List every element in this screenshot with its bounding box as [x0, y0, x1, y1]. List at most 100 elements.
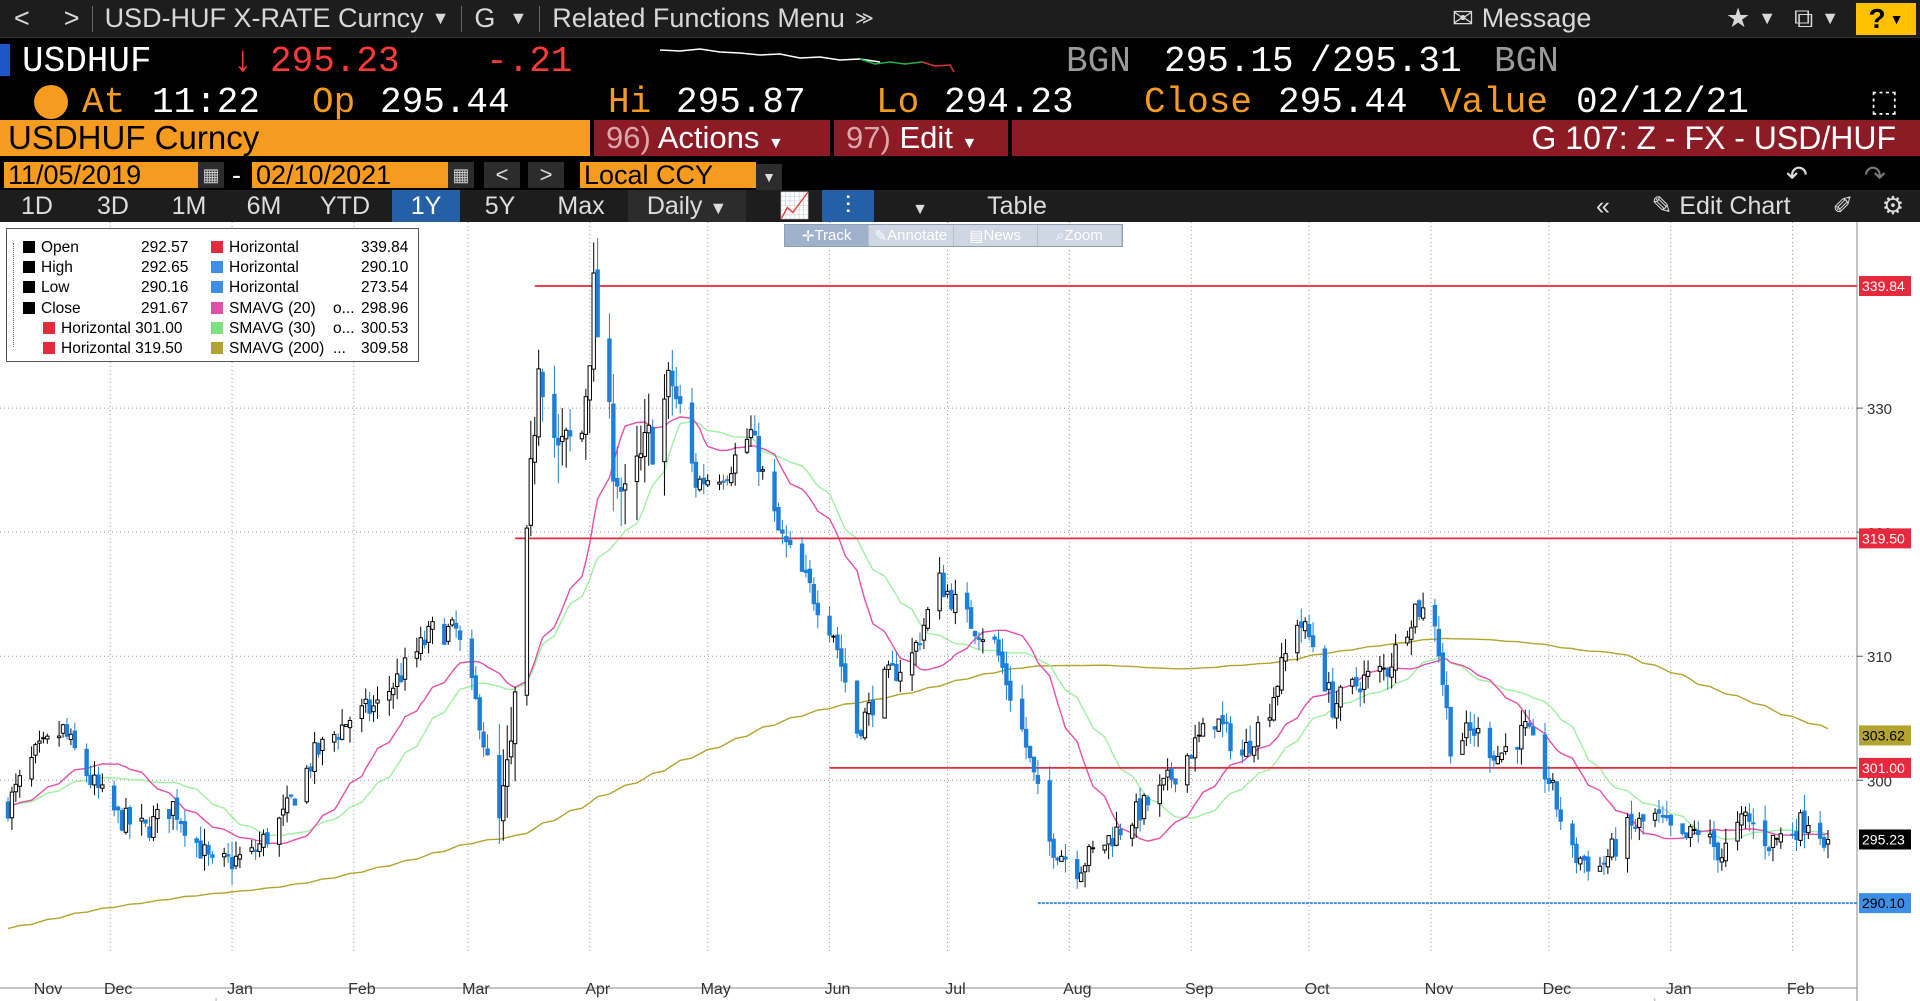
- calendar-icon[interactable]: ▦: [198, 162, 224, 188]
- timeframe-ytd-button[interactable]: YTD: [320, 192, 370, 220]
- candle-body: [375, 699, 380, 704]
- candle: [744, 428, 750, 455]
- candle: [1464, 710, 1469, 746]
- candle-body: [1075, 859, 1080, 880]
- candle: [1821, 833, 1827, 852]
- horizontal-value-label: 339.84: [1862, 278, 1905, 294]
- end-date-field[interactable]: 02/10/2021: [252, 162, 448, 189]
- edit-menu[interactable]: 97) Edit ▼: [834, 120, 1008, 156]
- candle: [60, 723, 66, 738]
- chart-edit-icon[interactable]: ✐: [1832, 192, 1854, 220]
- candle-body: [780, 529, 785, 534]
- candle: [733, 442, 738, 486]
- candle: [1283, 639, 1288, 672]
- sparkline-up-segment: [660, 48, 881, 63]
- candle-body: [607, 338, 612, 403]
- timeframe-1y-button[interactable]: 1Y: [392, 190, 460, 222]
- timeframe-1m-button[interactable]: 1M: [171, 192, 207, 220]
- candle-body: [422, 639, 427, 646]
- candle: [1586, 850, 1591, 881]
- candle-body: [1267, 717, 1273, 721]
- caret-down-icon[interactable]: ▼: [756, 164, 782, 190]
- candle: [886, 660, 891, 678]
- candle-body: [1413, 603, 1418, 628]
- actions-menu[interactable]: 96) Actions ▼: [594, 120, 830, 156]
- timeframe-max-button[interactable]: Max: [557, 192, 605, 220]
- tool-track-button[interactable]: ✛ Track: [785, 225, 870, 246]
- candle-body: [115, 806, 121, 811]
- timeframe-5y-button[interactable]: 5Y: [484, 192, 516, 220]
- tool-news-button[interactable]: ▤ News: [954, 225, 1038, 246]
- edit-chart-button[interactable]: ✎ Edit Chart: [1636, 190, 1806, 222]
- sparkline-red-segment: [921, 61, 955, 73]
- candle-body: [1696, 830, 1701, 836]
- candle: [1487, 721, 1493, 773]
- candle-body: [1586, 856, 1591, 872]
- candle: [1503, 733, 1508, 755]
- candle-body: [64, 724, 70, 737]
- currency-dropdown[interactable]: Local CCY: [580, 162, 756, 189]
- candle-body: [642, 432, 648, 457]
- candle: [524, 525, 530, 706]
- timeframe-3d-button[interactable]: 3D: [97, 192, 129, 220]
- redo-icon[interactable]: ↷: [1864, 160, 1886, 190]
- previous-period-button[interactable]: <: [484, 162, 520, 188]
- collapse-double-chevron-icon[interactable]: «: [1596, 192, 1610, 220]
- caret-down-icon: ▼: [1889, 11, 1904, 27]
- table-button[interactable]: Table: [962, 190, 1072, 222]
- security-name[interactable]: USDHUF Curncy: [0, 120, 590, 156]
- calendar-icon[interactable]: ▦: [448, 162, 474, 188]
- screenshot-icon[interactable]: ⬚: [1870, 87, 1899, 121]
- candle: [1574, 837, 1579, 874]
- candle-body: [1747, 813, 1752, 822]
- candle: [229, 841, 235, 885]
- candle-body: [752, 430, 758, 436]
- undo-icon[interactable]: ↶: [1786, 160, 1808, 190]
- candle: [1806, 816, 1811, 840]
- start-date-field[interactable]: 11/05/2019: [4, 162, 204, 189]
- forward-button[interactable]: >: [63, 3, 80, 33]
- candle: [784, 525, 789, 558]
- tool-zoom-button[interactable]: ⌕ Zoom: [1038, 225, 1122, 246]
- candle-body: [1652, 812, 1658, 821]
- candle-body: [1350, 678, 1355, 687]
- candle: [505, 725, 510, 818]
- chart-type-dropdown[interactable]: ▼: [886, 190, 954, 222]
- candle-body: [312, 742, 317, 773]
- candle: [442, 618, 447, 645]
- candle-body: [721, 480, 726, 483]
- next-period-button[interactable]: >: [528, 162, 564, 188]
- chart-tool-strip: ✛ Track ✎ Annotate ▤ News ⌕ Zoom: [784, 224, 1123, 247]
- message-button[interactable]: ✉ Message: [1452, 3, 1592, 33]
- security-dropdown[interactable]: USD-HUF X-RATE Curncy ▼: [104, 3, 450, 33]
- candle: [1185, 753, 1190, 793]
- favorites-button[interactable]: ★ ▼: [1726, 0, 1776, 38]
- candle-body: [387, 691, 392, 701]
- candle-body: [371, 705, 376, 713]
- back-button[interactable]: <: [14, 3, 30, 33]
- help-button[interactable]: ? ▼: [1856, 3, 1916, 35]
- tool-annotate-button[interactable]: ✎ Annotate: [869, 225, 954, 246]
- legend-value: 298.96: [361, 299, 409, 317]
- line-chart-icon[interactable]: 📈: [779, 192, 811, 220]
- candle-body: [587, 365, 592, 401]
- function-dropdown[interactable]: G ▼: [474, 3, 528, 33]
- timeframe-1d-button[interactable]: 1D: [21, 192, 53, 220]
- candle-body: [1019, 698, 1025, 730]
- candle-body: [92, 774, 97, 786]
- gear-icon[interactable]: ⚙: [1881, 192, 1905, 220]
- down-arrow-icon: ↓: [232, 41, 254, 82]
- related-functions-menu[interactable]: Related Functions Menu ≫: [552, 3, 874, 33]
- period-dropdown[interactable]: Daily ▼: [628, 190, 746, 222]
- candle: [147, 816, 152, 842]
- candle-body: [339, 724, 345, 740]
- candlestick-icon[interactable]: ⫶: [822, 190, 874, 222]
- timeframe-6m-button[interactable]: 6M: [246, 192, 282, 220]
- candle: [68, 728, 74, 746]
- candle: [697, 475, 703, 492]
- export-button[interactable]: ⧉ ▼: [1794, 0, 1839, 38]
- candle-body: [650, 426, 655, 465]
- candle: [1770, 834, 1776, 862]
- candle: [996, 630, 1001, 662]
- candle: [1609, 832, 1615, 861]
